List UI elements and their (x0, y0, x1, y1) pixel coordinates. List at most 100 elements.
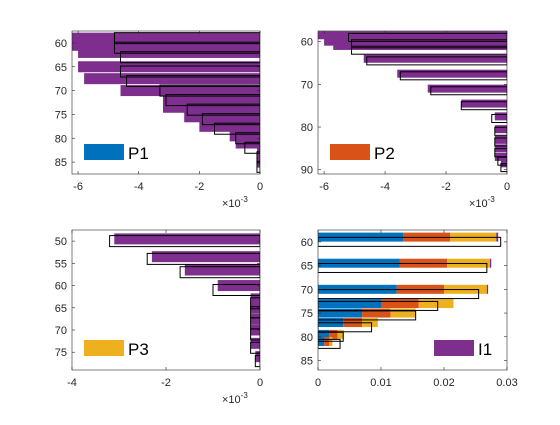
x-tick-label: -2 (441, 181, 451, 193)
y-tick-label: 85 (301, 356, 313, 368)
legend-swatch (84, 340, 124, 356)
bar-p2 (362, 308, 391, 318)
bar (120, 85, 260, 97)
bar-outline (318, 236, 502, 247)
bar (494, 125, 507, 134)
bar (184, 264, 260, 276)
legend-swatch (84, 144, 124, 160)
bar-outline (500, 163, 507, 173)
y-tick-label: 65 (55, 62, 67, 74)
x-tick-label: -2 (194, 181, 204, 193)
bar-outline (214, 122, 260, 135)
x-tick-label: 0 (504, 181, 510, 193)
x-exponent-label: ×10-3 (222, 391, 248, 406)
bar-outline (146, 252, 260, 265)
y-tick-label: 60 (301, 37, 313, 49)
bar (427, 84, 507, 93)
bar-p2 (381, 299, 419, 309)
bar-outline (256, 160, 260, 173)
x-exponent-label: ×10-3 (222, 195, 248, 210)
bar-outline (201, 113, 260, 126)
x-tick-label: 0 (257, 181, 263, 193)
bar-outline (256, 151, 260, 164)
bar (397, 69, 507, 78)
plot-area (109, 233, 260, 368)
bar-p1 (318, 329, 330, 339)
bar (229, 130, 260, 142)
plot-area (318, 31, 507, 173)
bar-outline (165, 94, 260, 107)
bar (318, 31, 507, 40)
y-tick-label: 80 (301, 332, 313, 344)
bar (78, 61, 260, 73)
bar (162, 92, 260, 104)
legend-label: P3 (128, 340, 149, 359)
bar-i1 (489, 258, 492, 268)
bar (199, 120, 260, 132)
y-tick-label: 60 (55, 281, 67, 293)
bar (217, 280, 260, 292)
y-tick-label: 70 (55, 86, 67, 98)
y-tick-label: 90 (301, 165, 313, 177)
y-tick-label: 80 (301, 122, 313, 134)
x-tick-label: -6 (319, 181, 329, 193)
bar-outline (351, 39, 507, 49)
bar-p1 (318, 308, 363, 318)
bar-outline (244, 141, 260, 154)
bar (363, 54, 507, 63)
bar (250, 337, 260, 349)
y-tick-label: 85 (55, 157, 67, 169)
y-tick-label: 70 (301, 284, 313, 296)
bar-outline (250, 328, 260, 341)
y-tick-label: 80 (55, 133, 67, 145)
bar-outline (250, 341, 260, 354)
x-tick-label: -4 (380, 181, 390, 193)
y-tick-label: 65 (301, 261, 313, 273)
bar (461, 99, 507, 108)
bar (494, 135, 507, 144)
bar (235, 137, 260, 149)
bar (250, 324, 260, 336)
bar-outline (212, 284, 260, 296)
x-tick-label: 0.02 (433, 377, 454, 389)
y-tick-label: 55 (55, 258, 67, 270)
bar-outline (366, 56, 507, 66)
y-tick-label: 70 (301, 79, 313, 91)
bar-p2 (329, 329, 338, 339)
bar-outline (318, 289, 480, 300)
bar-outline (494, 137, 507, 147)
bar-outline (120, 51, 260, 64)
bar-p1 (318, 299, 381, 309)
y-tick-label: 75 (55, 109, 67, 121)
x-tick-label: 0 (257, 377, 263, 389)
plot-area (72, 32, 260, 173)
panel-bottom-left: -4 -2 0 ×10-3 50 55 60 65 70 75 P3 (55, 229, 263, 406)
bar (72, 39, 260, 51)
bar-outline (494, 148, 507, 158)
x-tick-label: -2 (161, 377, 171, 389)
axes-box (317, 229, 508, 371)
panel-top-left: -6 -4 -2 0 ×10-3 60 65 70 75 80 85 P1 (55, 30, 263, 210)
y-tick-label: 75 (301, 308, 313, 320)
y-tick-label: 60 (55, 38, 67, 50)
x-tick-label: -4 (67, 377, 77, 389)
x-exponent-label: ×10-3 (469, 195, 495, 210)
bar-outline (113, 32, 260, 45)
y-tick-label: 60 (301, 237, 313, 249)
plot-area (318, 232, 502, 349)
bar-outline (179, 266, 260, 279)
bar (250, 293, 260, 305)
bar-outline (318, 262, 488, 273)
bar-outline (399, 71, 507, 81)
bar-outline (318, 310, 417, 321)
bar (256, 147, 260, 159)
bar-p3 (337, 329, 344, 339)
bar-outline (318, 338, 341, 349)
x-tick-label: 0.03 (496, 377, 517, 389)
bar (250, 302, 260, 314)
bar-outline (126, 75, 260, 88)
bar (151, 251, 260, 263)
bar-outline (494, 126, 507, 136)
